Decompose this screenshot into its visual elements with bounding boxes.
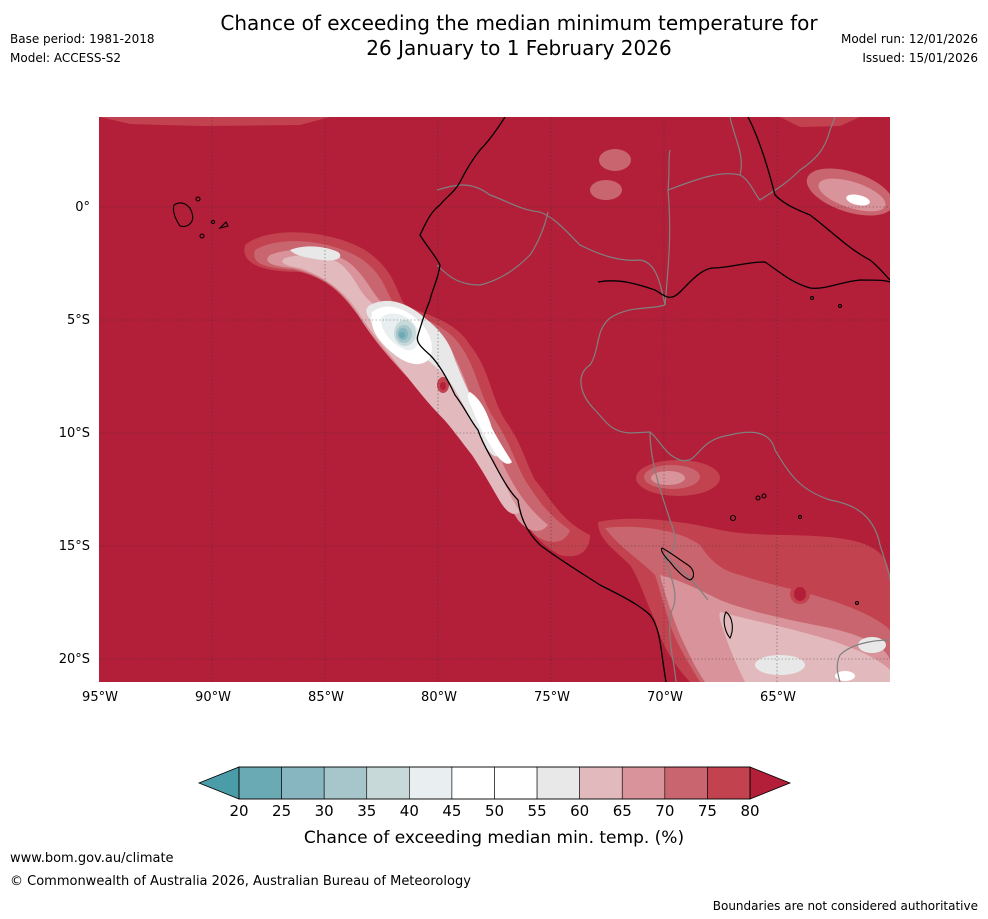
lat-label-10s: 10°S (59, 426, 90, 441)
footer-copyright: © Commonwealth of Australia 2026, Austra… (10, 874, 471, 889)
lon-label-70w: 70°W (647, 690, 683, 705)
lon-label-90w: 90°W (195, 690, 231, 705)
footer-boundaries-note: Boundaries are not considered authoritat… (712, 899, 978, 913)
lat-label-20s: 20°S (59, 652, 90, 667)
latitude-labels: 0° 5°S 10°S 15°S 20°S (59, 200, 90, 667)
contour-70-patch-b (590, 180, 622, 200)
contour-80-pocket (440, 382, 446, 390)
colorbar-tick-label: 55 (528, 802, 547, 820)
lon-label-80w: 80°W (421, 690, 457, 705)
title-line-1: Chance of exceeding the median minimum t… (220, 11, 818, 35)
lon-label-75w: 75°W (534, 690, 570, 705)
colorbar-tick-label: 60 (570, 802, 589, 820)
colorbar-label: Chance of exceeding median min. temp. (%… (304, 828, 684, 848)
colorbar-segment (281, 766, 325, 800)
lakes-islands (172, 196, 860, 639)
model-text: Model: ACCESS-S2 (10, 51, 122, 65)
base-period-text: Base period: 1981-2018 (10, 32, 155, 46)
contour-65-bolivia (651, 471, 685, 485)
colorbar-tick-label: 75 (698, 802, 717, 820)
colorbar-segment (238, 766, 282, 800)
colorbar-tick-label: 20 (229, 802, 248, 820)
model-run-text: Model run: 12/01/2026 (840, 32, 978, 46)
colorbar-outline (238, 766, 751, 800)
colorbar-tick-label: 70 (655, 802, 674, 820)
contour-20-min (399, 332, 405, 338)
colorbar-high-extension (749, 766, 792, 800)
lat-label-5s: 5°S (67, 313, 90, 328)
header-meta-left: Base period: 1981-2018 Model: ACCESS-S2 (10, 30, 155, 68)
colorbar-tick-label: 80 (740, 802, 759, 820)
map-plot-area (99, 117, 890, 682)
header-meta-right: Model run: 12/01/2026 Issued: 15/01/2026 (841, 30, 978, 68)
colorbar-tick-label: 35 (357, 802, 376, 820)
coastlines (416, 117, 890, 682)
contour-55-arm (290, 246, 341, 261)
colorbar-segment (536, 766, 580, 800)
colorbar-tick-label: 25 (272, 802, 291, 820)
contour-50-south (835, 671, 855, 681)
colorbar-segment (451, 766, 495, 800)
colorbar-segment (664, 766, 708, 800)
contour-75-north-strip (100, 117, 330, 126)
colorbar-tick-label: 65 (613, 802, 632, 820)
colorbar-low-extension (197, 766, 240, 800)
contour-75-ne-patch (780, 117, 860, 127)
colorbar-segment (621, 766, 666, 800)
lat-label-15s: 15°S (59, 539, 90, 554)
contour-50-coast-south (467, 392, 512, 464)
colorbar-tick-label: 40 (400, 802, 419, 820)
contour-60-plume (282, 255, 520, 515)
contour-55-south-b (858, 637, 886, 653)
colorbar-segments (238, 766, 751, 800)
footer-url: www.bom.gov.au/climate (10, 851, 174, 866)
colorbar-segment (409, 766, 453, 800)
contour-50-ne (846, 194, 870, 206)
colorbar-tick-label: 45 (442, 802, 461, 820)
contour-55-south-a (755, 655, 805, 675)
colorbar-tick-labels: 20 25 30 35 40 45 50 55 60 65 70 75 80 (229, 802, 759, 820)
colorbar-tick-label: 50 (485, 802, 504, 820)
longitude-labels: 95°W 90°W 85°W 80°W 75°W 70°W 65°W (82, 690, 796, 705)
colorbar-segment (579, 766, 623, 800)
lon-label-85w: 85°W (308, 690, 344, 705)
title-line-2: 26 January to 1 February 2026 (366, 36, 672, 60)
contour-80-south-pocket (794, 587, 806, 601)
colorbar-segment (494, 766, 538, 800)
lat-label-0: 0° (75, 200, 90, 215)
colorbar-segment (366, 766, 410, 800)
issued-text: Issued: 15/01/2026 (862, 51, 978, 65)
lon-label-65w: 65°W (760, 690, 796, 705)
colorbar: 20 25 30 35 40 45 50 55 60 65 70 75 80 Chance of exc… (197, 766, 792, 848)
contour-65-plume (267, 249, 548, 532)
page-title: Chance of exceeding the median minimum t… (0, 11, 988, 61)
colorbar-segment (707, 766, 751, 800)
country-borders (436, 117, 890, 682)
colorbar-segment (323, 766, 368, 800)
contour-70-patch-a (599, 149, 631, 171)
lon-label-95w: 95°W (82, 690, 118, 705)
colorbar-tick-label: 30 (315, 802, 334, 820)
